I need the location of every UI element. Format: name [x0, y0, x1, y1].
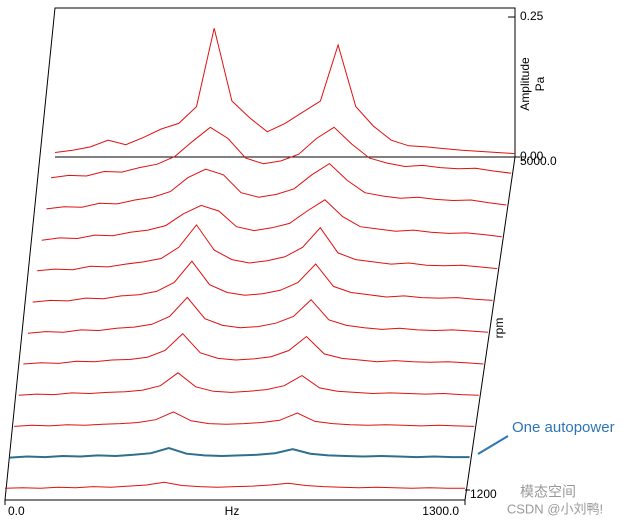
y-axis-label: Amplitude [518, 57, 532, 111]
spectrum-line [32, 260, 493, 303]
watermark: 模态空间 [520, 484, 576, 500]
spectrum-line [9, 447, 470, 459]
z-axis-label: rpm [492, 318, 506, 339]
y-tick-label: 0.25 [520, 9, 544, 23]
spectrum-line [14, 411, 475, 427]
x-tick-label: 0.0 [8, 504, 25, 518]
y-axis-unit: Pa [533, 76, 547, 91]
frame [5, 156, 516, 501]
spectrum-line [27, 296, 489, 334]
spectrum-line [41, 199, 502, 241]
spectrum-line [51, 126, 512, 179]
watermark: CSDN @小刘鸭! [507, 501, 603, 516]
spectrum-line [18, 372, 479, 396]
spectrum-line [23, 332, 484, 365]
spectrum-line [54, 28, 516, 155]
x-axis-label: Hz [225, 504, 240, 518]
z-tick-label: 1200 [470, 487, 497, 501]
y-tick-label: 0.00 [520, 149, 544, 163]
spectrum-line [46, 162, 507, 210]
z-tick-label: 5000.0 [520, 154, 557, 168]
x-tick-label: 1300.0 [422, 504, 459, 518]
spectrum-line [37, 224, 498, 272]
annotation: One autopower [512, 419, 615, 436]
annotation-arrow [477, 435, 509, 455]
spectrum-line [4, 481, 465, 489]
frame [4, 7, 516, 501]
